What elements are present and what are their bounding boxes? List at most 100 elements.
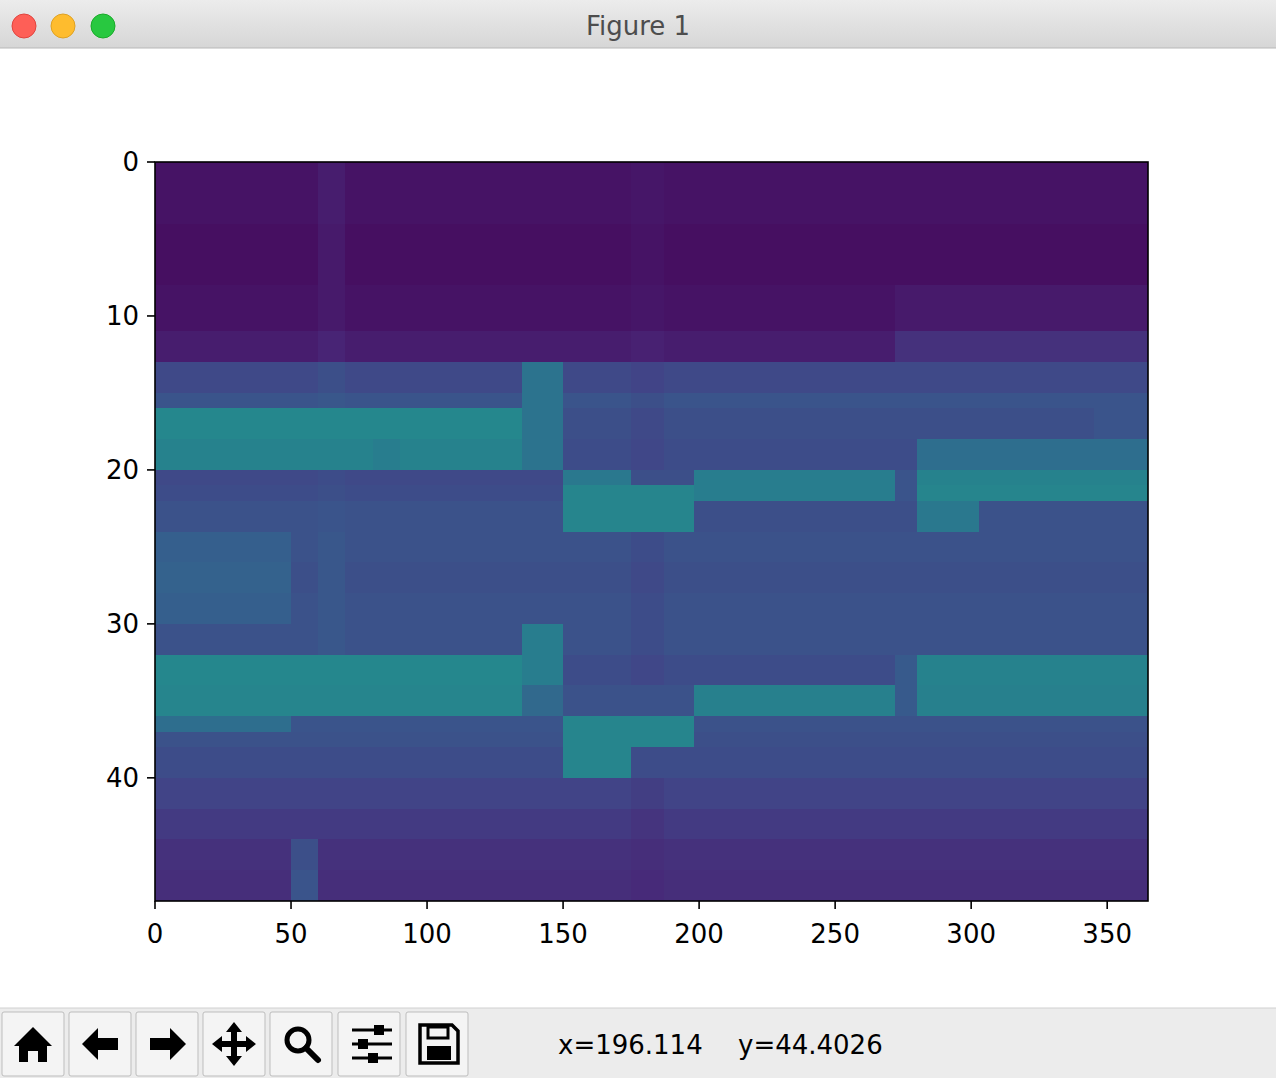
- heatmap-cell: [808, 685, 849, 716]
- heatmap-cell: [694, 685, 727, 716]
- heatmap-cell: [664, 562, 694, 593]
- heatmap-cell: [849, 393, 896, 409]
- window-button[interactable]: [51, 14, 75, 38]
- heatmap-cell: [694, 485, 727, 501]
- heatmap-cell: [944, 870, 980, 901]
- heatmap-cell: [631, 593, 664, 624]
- heatmap-cell: [849, 732, 896, 748]
- heatmap-cell: [979, 501, 1012, 532]
- window-button[interactable]: [91, 14, 115, 38]
- heatmap-cell: [1053, 485, 1094, 501]
- heatmap-cell: [767, 655, 808, 686]
- heatmap-cell: [155, 331, 183, 362]
- x-tick: [426, 901, 428, 909]
- heatmap-cell: [541, 747, 563, 778]
- status-y: y=44.4026: [738, 1030, 883, 1060]
- heatmap-cell: [849, 331, 896, 362]
- heatmap-cell: [631, 624, 664, 655]
- heatmap-cell: [944, 393, 980, 409]
- heatmap-cell: [1053, 532, 1094, 563]
- heatmap-cell: [155, 778, 183, 809]
- forward-button[interactable]: [136, 1012, 198, 1076]
- heatmap-cell: [291, 285, 319, 332]
- heatmap-cell: [590, 870, 631, 901]
- heatmap-cell: [541, 809, 563, 840]
- home-icon: [14, 1027, 52, 1062]
- heatmap-cell: [209, 470, 237, 486]
- heatmap-cell: [291, 562, 319, 593]
- heatmap-cell: [155, 224, 183, 286]
- heatmap-cell: [895, 331, 917, 362]
- save-button[interactable]: [406, 1012, 468, 1076]
- heatmap-cell: [155, 439, 183, 470]
- heatmap-cell: [895, 485, 917, 501]
- heatmap-cells: [155, 162, 1148, 901]
- heatmap-cell: [522, 485, 542, 501]
- plot-frame: [155, 162, 1148, 901]
- heatmap-cell: [155, 747, 183, 778]
- heatmap-cell: [318, 532, 346, 563]
- heatmap-cell: [264, 393, 292, 409]
- y-tick-label: 30: [106, 609, 139, 639]
- heatmap-cell: [664, 485, 694, 501]
- heatmap-cell: [345, 624, 373, 655]
- heatmap-cell: [767, 362, 808, 393]
- heatmap-cell: [373, 285, 401, 332]
- heatmap-cell: [895, 393, 917, 409]
- heatmap-cell: [590, 655, 631, 686]
- heatmap-cell: [264, 501, 292, 532]
- heatmap-cell: [522, 408, 542, 439]
- heatmap-cell: [767, 501, 808, 532]
- heatmap-cell: [237, 624, 265, 655]
- heatmap-cell: [917, 870, 945, 901]
- heatmap-cell: [1094, 408, 1148, 439]
- heatmap-cell: [345, 716, 373, 732]
- heatmap-cell: [318, 593, 346, 624]
- heatmap-cell: [264, 593, 292, 624]
- heatmap-cell: [237, 839, 265, 870]
- heatmap-cell: [264, 747, 292, 778]
- heatmap-cell: [979, 778, 1012, 809]
- heatmap-cell: [373, 655, 401, 686]
- heatmap-cell: [400, 439, 428, 470]
- heatmap-cell: [427, 839, 455, 870]
- heatmap-cell: [849, 470, 896, 486]
- heatmap-cell: [155, 362, 183, 393]
- heatmap-cell: [1094, 747, 1148, 778]
- heatmap-cell: [155, 501, 183, 532]
- heatmap-cell: [849, 224, 896, 286]
- heatmap-cell: [944, 162, 980, 224]
- back-button[interactable]: [69, 1012, 131, 1076]
- heatmap-cell: [318, 470, 346, 486]
- heatmap-cell: [664, 362, 694, 393]
- heatmap-cell: [522, 747, 542, 778]
- heatmap-cell: [237, 655, 265, 686]
- heatmap-cell: [1053, 870, 1094, 901]
- home-button[interactable]: [2, 1012, 64, 1076]
- heatmap-cell: [631, 285, 664, 332]
- heatmap-cell: [1012, 485, 1053, 501]
- heatmap-cell: [631, 716, 664, 732]
- heatmap-cell: [237, 532, 265, 563]
- heatmap-cell: [345, 562, 373, 593]
- heatmap-cell: [631, 870, 664, 901]
- window-button[interactable]: [12, 14, 36, 38]
- pan-button[interactable]: [203, 1012, 265, 1076]
- toolbar: [0, 1008, 1276, 1078]
- heatmap-cell: [726, 716, 767, 732]
- heatmap-cell: [454, 685, 482, 716]
- heatmap-cell: [664, 470, 694, 486]
- zoom-button[interactable]: [270, 1012, 332, 1076]
- heatmap-cell: [1012, 224, 1053, 286]
- heatmap-cell: [481, 362, 522, 393]
- heatmap-cell: [345, 162, 373, 224]
- configure-button[interactable]: [338, 1012, 400, 1076]
- heatmap-cell: [664, 439, 694, 470]
- heatmap-cell: [849, 593, 896, 624]
- heatmap-cell: [155, 716, 183, 732]
- heatmap-cell: [917, 685, 945, 716]
- heatmap-cell: [264, 732, 292, 748]
- heatmap-cell: [427, 778, 455, 809]
- heatmap-cell: [522, 685, 542, 716]
- heatmap-cell: [237, 685, 265, 716]
